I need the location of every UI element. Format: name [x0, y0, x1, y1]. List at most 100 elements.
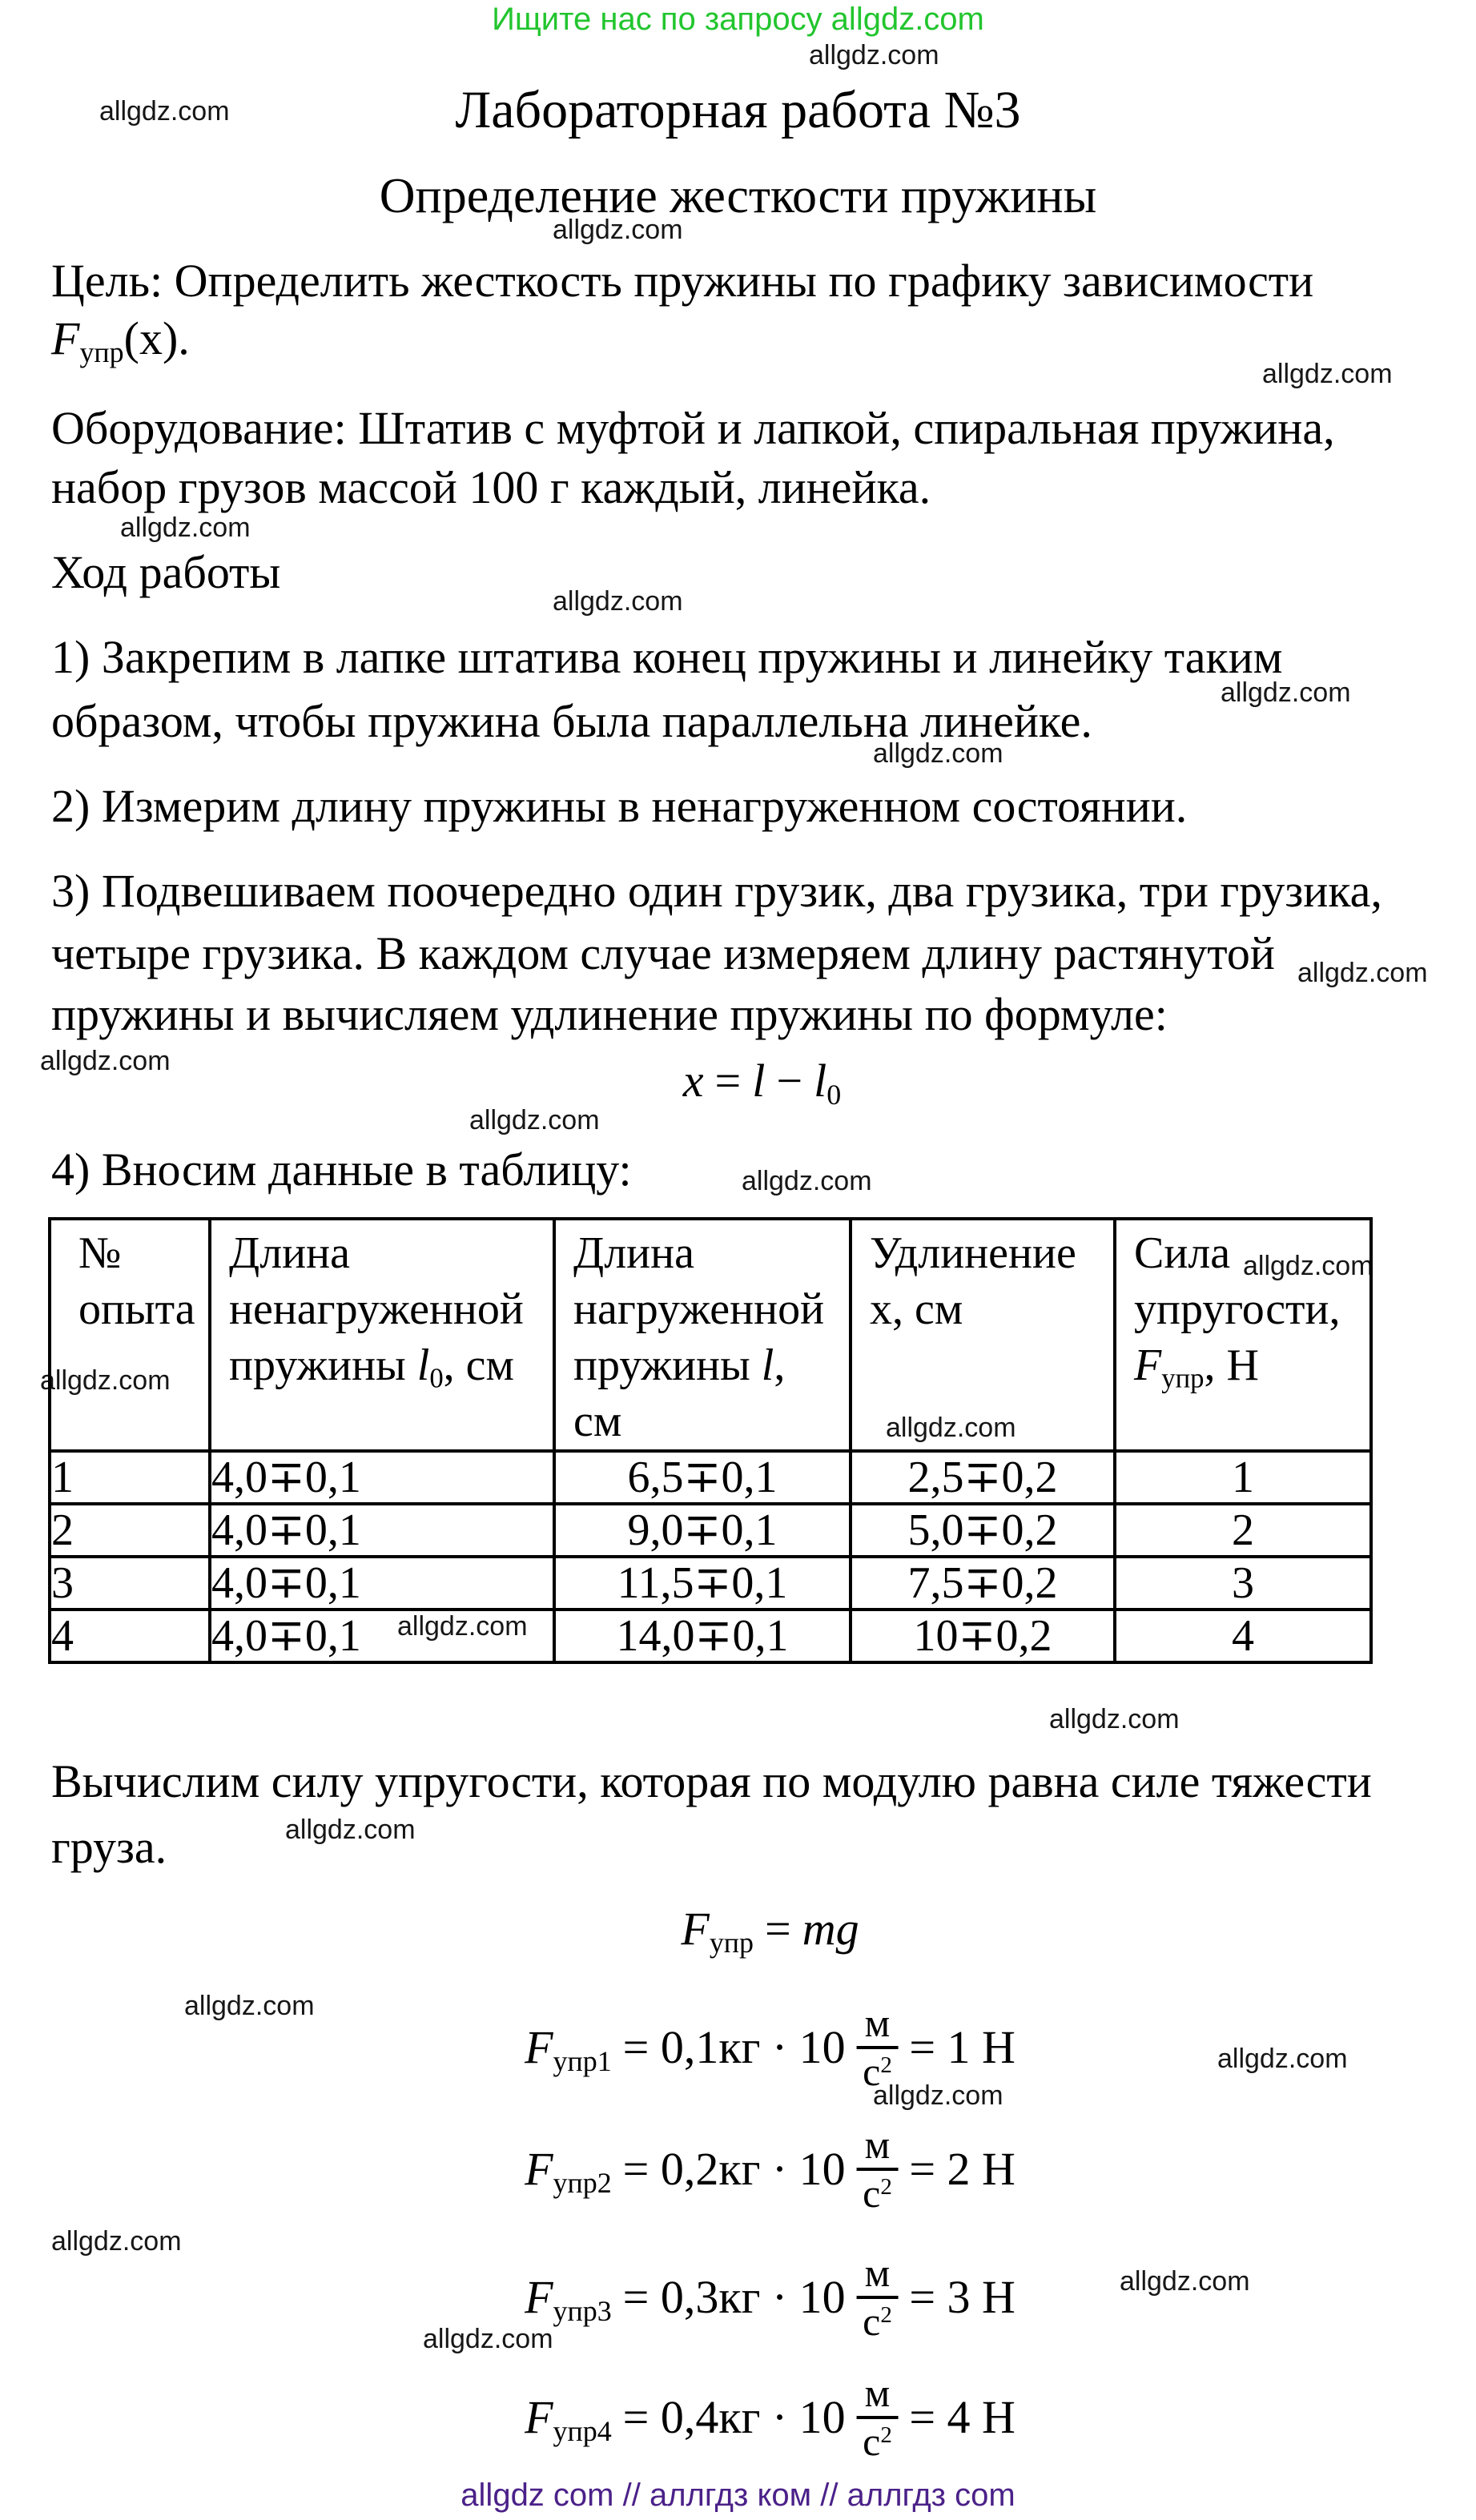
force-calc-2: Fупр2 = 0,2кг · 10 м с2 = 2 Н [525, 2124, 1016, 2214]
step3-line2: четыре грузика. В каждом случае измеряем… [51, 927, 1275, 979]
watermark: allgdz.com [285, 1815, 416, 1845]
watermark: allgdz.com [1221, 677, 1351, 708]
watermark: allgdz.com [553, 215, 683, 245]
force-calc-4: Fупр4 = 0,4кг · 10 м с2 = 4 Н [525, 2372, 1016, 2462]
promo-banner: Ищите нас по запросу allgdz.com [492, 2, 984, 37]
step2: 2) Измерим длину пружины в ненагруженном… [51, 780, 1188, 832]
force-calc-result: = 4 Н [909, 2391, 1016, 2443]
conclusion-line1: Вычислим силу упругости, которая по моду… [51, 1755, 1372, 1807]
watermark: allgdz.com [1120, 2266, 1250, 2297]
watermark: allgdz.com [469, 1105, 600, 1135]
x-symbol: x [682, 1055, 704, 1107]
force-calc-1: Fупр1 = 0,1кг · 10 м с2 = 1 Н [525, 2002, 1016, 2092]
l0-symbol: l0 [814, 1055, 842, 1111]
force-value: 3 [1113, 1555, 1373, 1611]
watermark: allgdz.com [51, 2226, 182, 2257]
footer-watermark: allgdz com // аллгдз ком // аллгдз com [460, 2478, 1016, 2513]
force-symbol: F [51, 312, 80, 364]
page-title: Лабораторная работа №3 [455, 81, 1021, 139]
force-calc-result: = 3 Н [909, 2271, 1016, 2323]
acceleration-fraction: м с2 [856, 2372, 899, 2462]
acceleration-fraction: м с2 [856, 2002, 899, 2092]
unloaded-length: 4,0∓0,1 [208, 1555, 556, 1611]
equipment-line1: Оборудование: Штатив с муфтой и лапкой, … [51, 402, 1335, 454]
force-symbol: Fупр1 [525, 2021, 612, 2078]
loaded-length: 14,0∓0,1 [553, 1608, 852, 1664]
force-calc-result: = 1 Н [909, 2021, 1016, 2073]
watermark: allgdz.com [40, 1046, 171, 1076]
watermark: allgdz.com [1217, 2044, 1348, 2074]
step3-line1: 3) Подвешиваем поочередно один грузик, д… [51, 865, 1382, 917]
acceleration-fraction: м с2 [856, 2124, 899, 2214]
watermark: allgdz.com [553, 586, 683, 617]
loaded-length: 6,5∓0,1 [553, 1449, 852, 1505]
force-calc-result: = 2 Н [909, 2143, 1016, 2195]
force-calc-middle: = 0,1кг · 10 [622, 2021, 846, 2073]
force-subscript: упр [79, 336, 124, 369]
table-row: 4 4,0∓0,1 14,0∓0,1 10∓0,2 4 [48, 1608, 1373, 1664]
force-calc-middle: = 0,2кг · 10 [622, 2143, 846, 2195]
unloaded-length: 4,0∓0,1 [208, 1502, 556, 1558]
equals-sign: = [765, 1903, 791, 1955]
watermark: allgdz.com [809, 40, 939, 70]
experiment-number: 3 [48, 1555, 211, 1611]
elongation: 2,5∓0,2 [849, 1449, 1116, 1505]
watermark: allgdz.com [1297, 958, 1428, 988]
watermark: allgdz.com [184, 1991, 315, 2021]
col-header-experiment: № опыта [48, 1217, 211, 1453]
mg-symbols: mg [802, 1903, 859, 1955]
watermark: allgdz.com [742, 1166, 872, 1196]
acceleration-fraction: м с2 [856, 2252, 899, 2342]
goal-formula-tail: (х). [123, 312, 190, 364]
results-table: № опыта Длина ненагруженной пружины l0, … [48, 1217, 1373, 1664]
col-header-force: Сила упругости, Fупр, Н [1113, 1217, 1373, 1453]
force-value: 1 [1113, 1449, 1373, 1505]
table-header-row: № опыта Длина ненагруженной пружины l0, … [48, 1217, 1373, 1453]
table-row: 3 4,0∓0,1 11,5∓0,1 7,5∓0,2 3 [48, 1555, 1373, 1611]
conclusion-line2: груза. [51, 1821, 167, 1873]
minus-sign: − [776, 1055, 803, 1107]
elongation: 5,0∓0,2 [849, 1502, 1116, 1558]
force-value: 2 [1113, 1502, 1373, 1558]
force-symbol: Fупр [681, 1903, 754, 1959]
page-subtitle: Определение жесткости пружины [379, 169, 1097, 223]
watermark: allgdz.com [99, 96, 230, 127]
force-calc-middle: = 0,4кг · 10 [622, 2391, 846, 2443]
elongation: 7,5∓0,2 [849, 1555, 1116, 1611]
goal-formula: Fупр(х). [51, 312, 190, 369]
table-row: 2 4,0∓0,1 9,0∓0,1 5,0∓0,2 2 [48, 1502, 1373, 1558]
elongation-formula: x = l − l0 [682, 1054, 842, 1111]
unloaded-length: 4,0∓0,1 [208, 1449, 556, 1505]
watermark: allgdz.com [873, 2080, 1003, 2111]
force-symbol: Fупр3 [525, 2271, 612, 2328]
loaded-length: 11,5∓0,1 [553, 1555, 852, 1611]
step4: 4) Вносим данные в таблицу: [51, 1143, 632, 1196]
table-row: 1 4,0∓0,1 6,5∓0,1 2,5∓0,2 1 [48, 1449, 1373, 1505]
force-value: 4 [1113, 1608, 1373, 1664]
force-calc-3: Fупр3 = 0,3кг · 10 м с2 = 3 Н [525, 2252, 1016, 2342]
watermark: allgdz.com [873, 738, 1003, 769]
step1-line1: 1) Закрепим в лапке штатива конец пружин… [51, 631, 1283, 683]
col-header-unloaded-length: Длина ненагруженной пружины l0, см [208, 1217, 556, 1453]
equals-sign: = [714, 1055, 742, 1107]
procedure-heading: Ход работы [51, 546, 281, 598]
force-calc-middle: = 0,3кг · 10 [622, 2271, 846, 2323]
experiment-number: 2 [48, 1502, 211, 1558]
elongation: 10∓0,2 [849, 1608, 1116, 1664]
watermark: allgdz.com [423, 2324, 553, 2354]
unloaded-length: 4,0∓0,1 [208, 1608, 556, 1664]
loaded-length: 9,0∓0,1 [553, 1502, 852, 1558]
goal-line1: Цель: Определить жесткость пружины по гр… [51, 255, 1314, 307]
l-symbol: l [752, 1055, 766, 1107]
force-symbol: Fупр4 [525, 2391, 612, 2448]
weight-formula: Fупр = mg [681, 1902, 859, 1959]
step1-line2: образом, чтобы пружина была параллельна … [51, 695, 1092, 747]
step3-line3: пружины и вычисляем удлинение пружины по… [51, 988, 1168, 1040]
equipment-line2: набор грузов массой 100 г каждый, линейк… [51, 461, 931, 513]
col-header-elongation: Удлинение х, см [849, 1217, 1116, 1453]
watermark: allgdz.com [120, 512, 251, 543]
force-symbol: Fупр2 [525, 2143, 612, 2200]
experiment-number: 1 [48, 1449, 211, 1505]
watermark: allgdz.com [1049, 1704, 1180, 1734]
